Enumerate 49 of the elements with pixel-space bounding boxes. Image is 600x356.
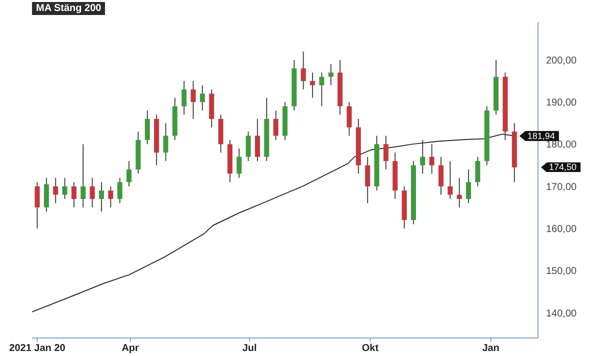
- candlestick: [438, 156, 444, 196]
- candlestick: [328, 64, 334, 86]
- y-tick-label: 140,00: [546, 308, 578, 320]
- candlestick: [310, 72, 316, 98]
- x-tick-label: Apr: [122, 343, 140, 354]
- candlestick: [117, 177, 122, 204]
- x-tick-label: Jul: [242, 343, 258, 354]
- candlestick: [246, 131, 251, 162]
- candlestick: [108, 186, 114, 208]
- y-tick-label: 190,00: [546, 98, 578, 109]
- candlestick: [383, 135, 388, 170]
- candlestick: [236, 148, 242, 178]
- candlestick: [273, 110, 278, 140]
- data-label: 181,94: [519, 131, 559, 141]
- y-tick-label: 160,00: [546, 224, 578, 236]
- candlestick: [466, 168, 472, 204]
- candlestick: [44, 177, 49, 212]
- y-tick-label: 150,00: [546, 266, 578, 278]
- candlestick: [90, 177, 95, 208]
- y-tick-label: 200,00: [546, 55, 578, 66]
- candlestick: [456, 177, 462, 208]
- candlestick: [319, 72, 324, 107]
- text: 174,50: [549, 162, 577, 172]
- candlestick: [190, 80, 196, 120]
- x-tick-label: Okt: [362, 343, 380, 354]
- candlestick: [163, 122, 168, 162]
- candlestick: [182, 80, 187, 116]
- candlestick: [429, 144, 434, 174]
- candlestick: [80, 144, 86, 208]
- candlestick: [144, 110, 150, 145]
- candlestick: [126, 160, 132, 187]
- text: MA Stäng 200: [32, 2, 106, 15]
- candlestick: [448, 160, 453, 200]
- candlestick: [71, 182, 76, 208]
- y-tick-label: 170,00: [546, 182, 578, 193]
- candlestick: [98, 182, 104, 212]
- candlestick: [53, 177, 58, 204]
- candlestick: [365, 156, 370, 204]
- candlestick: [300, 50, 306, 90]
- x-tick-label: 2021 Jan 20: [9, 343, 66, 354]
- candlestick: [34, 182, 40, 229]
- candlestick: [200, 84, 205, 111]
- candlestick: [475, 156, 480, 187]
- x-tick-label: Jan: [482, 343, 500, 354]
- candlestick: [346, 102, 352, 136]
- y-tick-label: 180,00: [546, 140, 578, 151]
- candlestick: [420, 139, 426, 174]
- candlestick: [254, 118, 260, 162]
- candlestick: [62, 177, 68, 200]
